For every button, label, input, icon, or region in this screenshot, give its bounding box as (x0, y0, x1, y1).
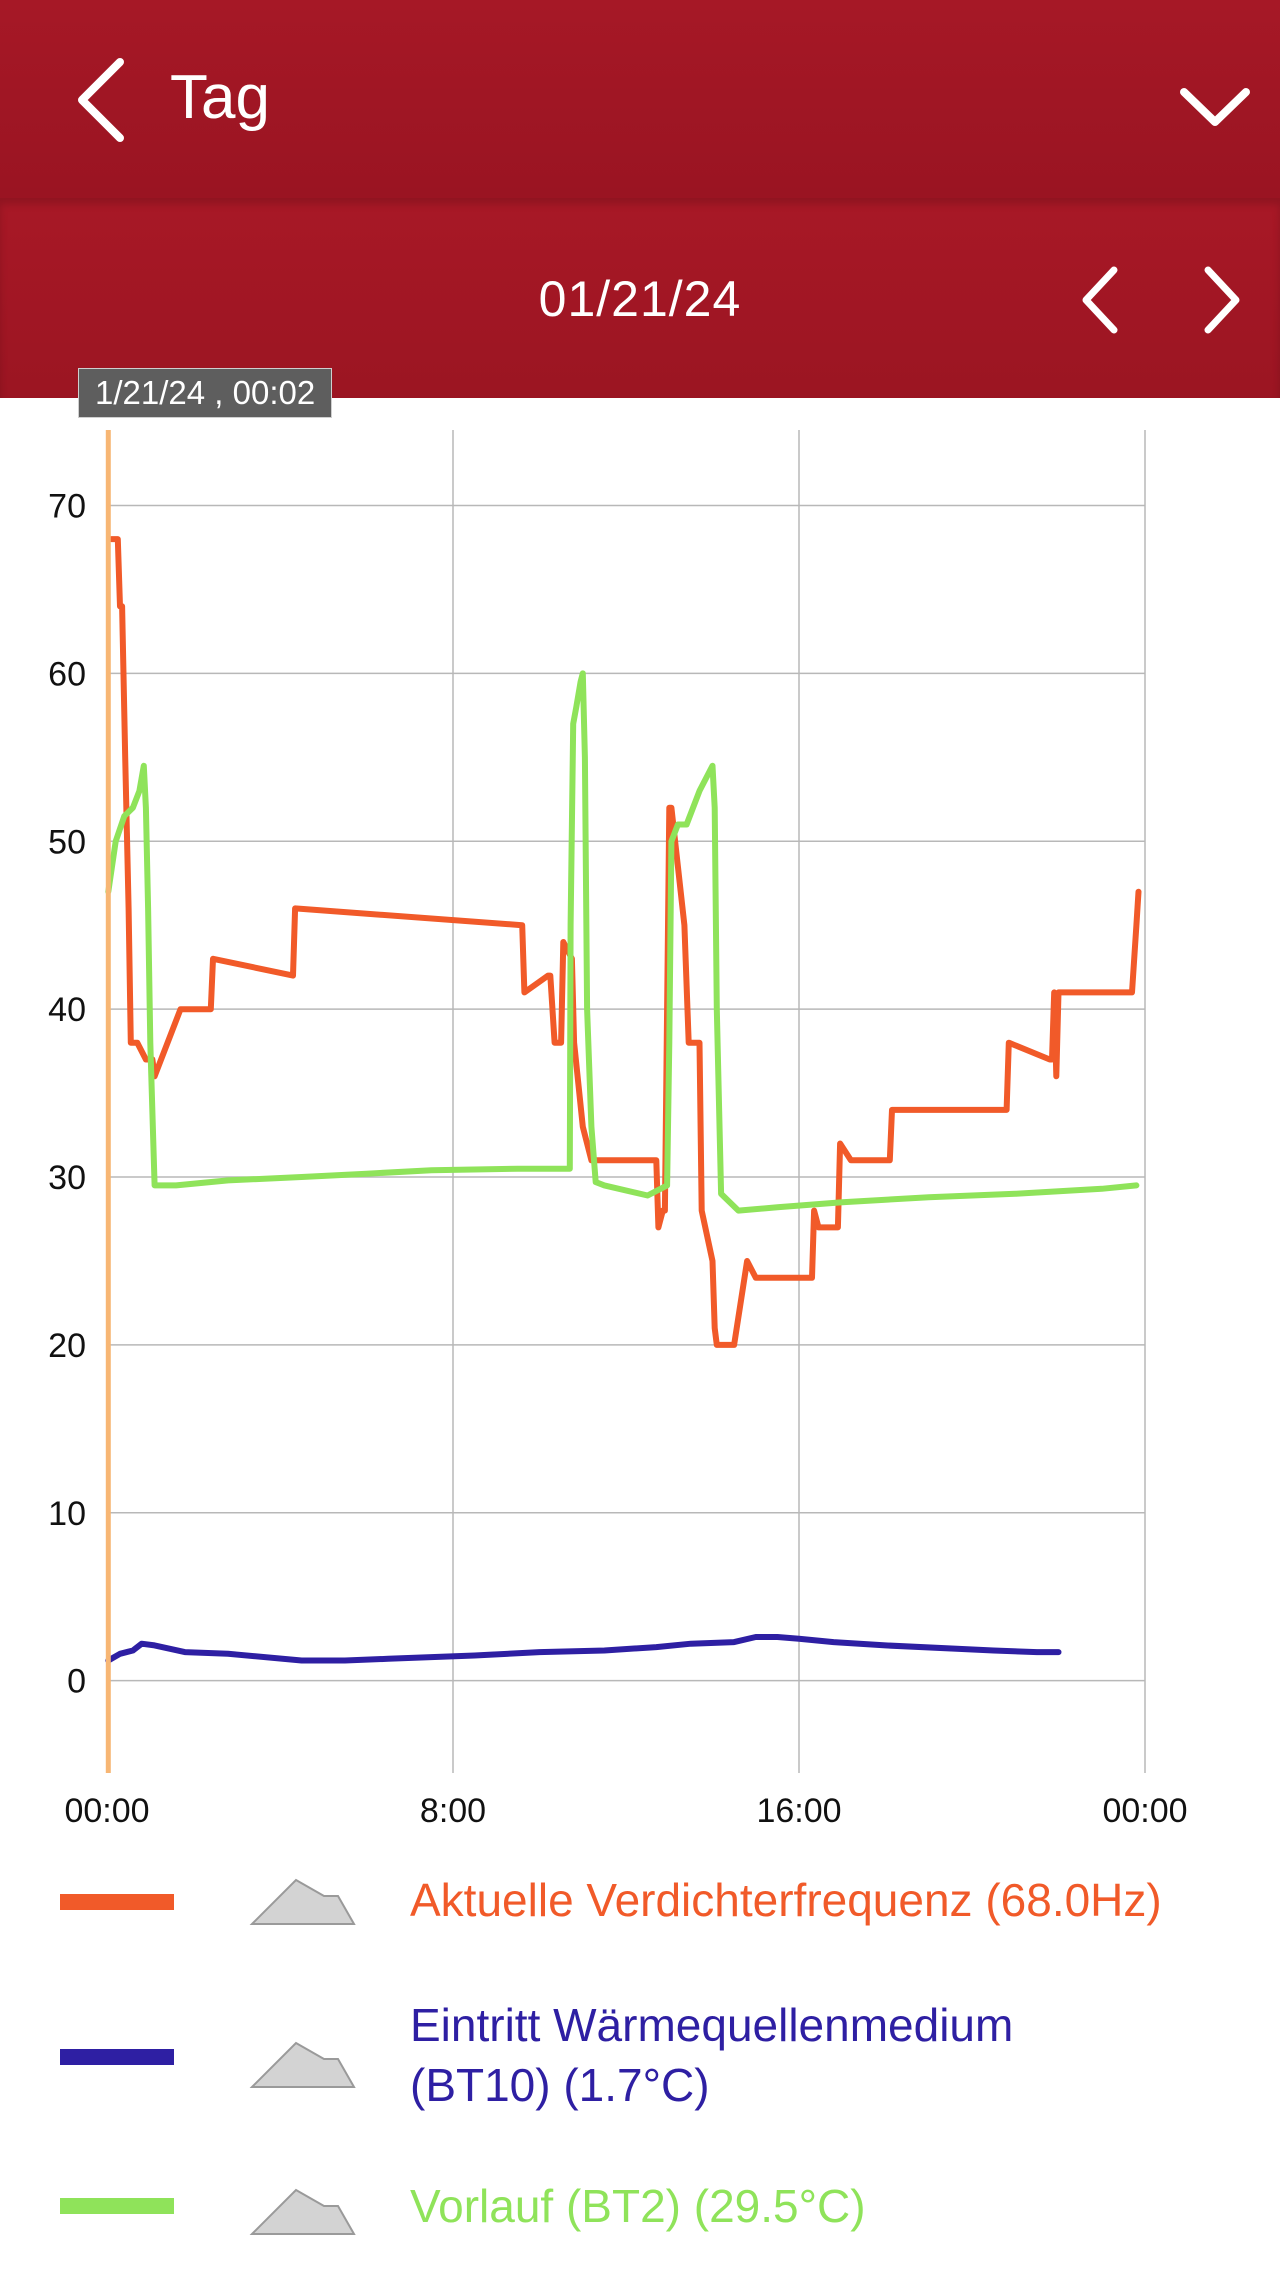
date-label: 01/21/24 (538, 271, 742, 327)
y-tick-label: 20 (48, 1327, 86, 1365)
series-lines (105, 536, 1142, 1664)
area-chart-toggle-icon[interactable] (248, 2035, 358, 2091)
chevron-down-icon (1180, 88, 1250, 126)
chevron-left-icon (78, 58, 124, 142)
x-tick-label: 00:00 (1102, 1792, 1187, 1830)
series-line-flow-temperature (105, 670, 1140, 1214)
legend-item-compressor-frequency[interactable]: Aktuelle Verdichterfrequenz (68.0Hz) (0, 1870, 1280, 1950)
series-line-compressor-frequency (108, 536, 1142, 1348)
chevron-left-icon (1082, 266, 1118, 334)
y-tick-label: 50 (48, 823, 86, 861)
legend-item-flow-temperature[interactable]: Vorlauf (BT2) (29.5°C) (0, 2170, 1280, 2250)
line-chart[interactable]: 0 10 20 30 40 50 60 70 00:00 8:00 16:00 00:00 (0, 398, 1280, 1868)
legend-swatch (60, 1894, 174, 1910)
series-line-heat-source-inlet (105, 1634, 1062, 1664)
y-tick-label: 0 (67, 1663, 86, 1701)
y-axis-ticks: 0 10 20 30 40 50 60 70 (48, 488, 86, 1701)
x-tick-label: 8:00 (420, 1792, 486, 1830)
x-tick-label: 00:00 (64, 1792, 149, 1830)
y-tick-label: 10 (48, 1495, 86, 1533)
legend-label: Eintritt Wärmequellenmedium (BT10) (1.7°… (410, 1999, 1014, 2111)
chart-grid (106, 430, 1146, 1773)
page-title: Tag (170, 63, 270, 132)
x-axis-ticks: 00:00 8:00 16:00 00:00 (64, 1792, 1187, 1830)
legend-label: Aktuelle Verdichterfrequenz (68.0Hz) (410, 1874, 1162, 1926)
x-tick-label: 16:00 (756, 1792, 841, 1830)
app-bar: Tag (0, 0, 1280, 198)
date-navigation-bar (0, 198, 1280, 398)
area-chart-toggle-icon[interactable] (248, 2182, 358, 2238)
cursor-tooltip: 1/21/24 , 00:02 (78, 368, 333, 418)
next-day-button[interactable] (1192, 262, 1252, 338)
y-tick-label: 60 (48, 655, 86, 693)
y-tick-label: 30 (48, 1159, 86, 1197)
legend-label: Vorlauf (BT2) (29.5°C) (410, 2180, 866, 2232)
legend-item-heat-source-inlet[interactable]: Eintritt Wärmequellenmedium (BT10) (1.7°… (0, 1995, 1280, 2115)
previous-day-button[interactable] (1070, 262, 1130, 338)
chevron-right-icon (1204, 266, 1240, 334)
legend-swatch (60, 2049, 174, 2065)
area-chart-toggle-icon[interactable] (248, 1872, 358, 1928)
y-tick-label: 40 (48, 991, 86, 1029)
y-tick-label: 70 (48, 488, 86, 526)
legend-swatch (60, 2198, 174, 2214)
dropdown-button[interactable] (1170, 70, 1260, 140)
back-button[interactable] (60, 50, 140, 150)
